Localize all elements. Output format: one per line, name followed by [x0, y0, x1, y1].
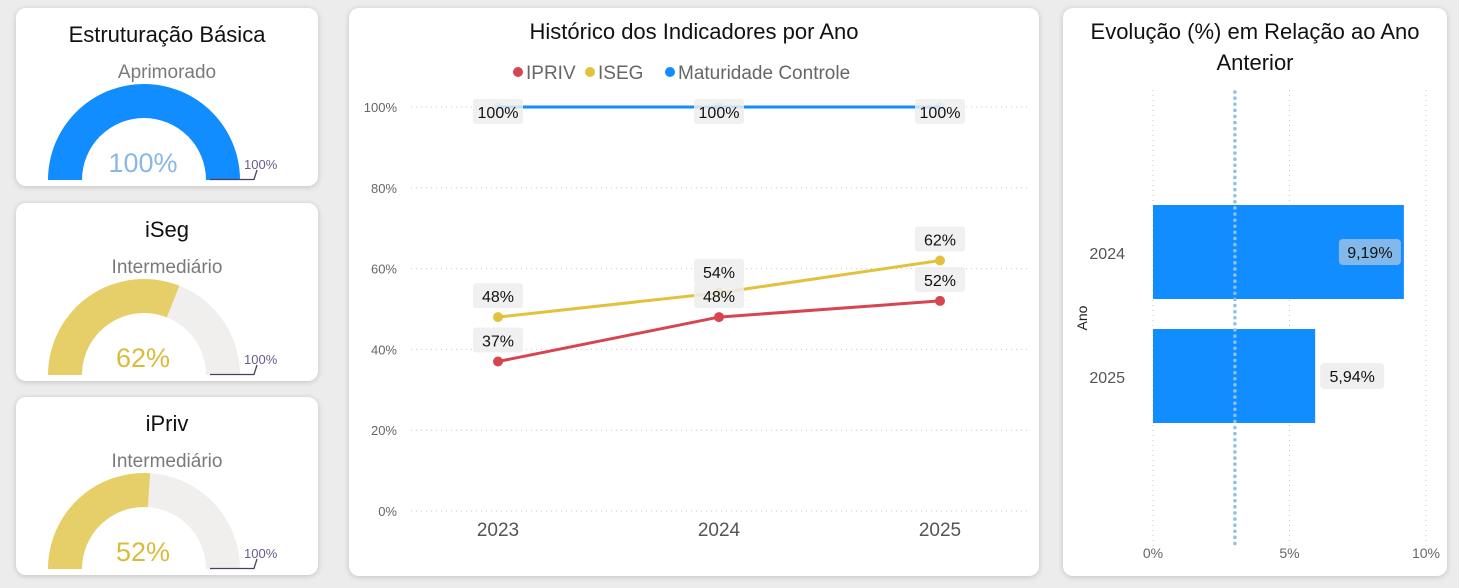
legend-label: ISEG — [598, 63, 643, 84]
gauge-max-label: 100% — [244, 546, 278, 561]
gauge-card-estruturacao: Estruturação Básica Aprimorado 100% 100% — [16, 8, 318, 186]
bar-chart: 0% 5% 10% Ano 2024 2025 9,19% 5,94% — [1074, 90, 1440, 561]
y-axis-title: Ano — [1074, 305, 1090, 330]
gauge-arc — [48, 278, 258, 376]
y-tick-label: 2024 — [1089, 246, 1125, 263]
gauge-fill — [48, 279, 180, 375]
y-tick-label: 20% — [371, 423, 397, 438]
gauge-subtitle: Intermediário — [111, 451, 223, 472]
bar-chart-title-line-1: Evolução (%) em Relação ao Ano — [1090, 19, 1420, 44]
data-point — [935, 255, 945, 266]
data-label-bg — [694, 283, 744, 309]
data-label-bg — [694, 99, 744, 124]
gauge-arc — [48, 83, 258, 181]
line-chart-title: Histórico dos Indicadores por Ano — [529, 19, 859, 44]
data-label-bg — [1338, 239, 1401, 265]
gauge-fill — [48, 473, 151, 569]
gauge-value: 62% — [115, 343, 171, 373]
data-label-bg — [915, 99, 965, 124]
legend-marker — [665, 67, 675, 77]
data-label: 48% — [482, 289, 514, 306]
data-label: 62% — [924, 233, 956, 250]
gauge-subtitle: Intermediário — [111, 257, 223, 278]
bar-chart-title-line-2: Anterior — [1216, 50, 1294, 75]
data-label-bg — [473, 99, 523, 124]
data-label: 100% — [920, 105, 961, 122]
x-tick-label: 10% — [1412, 545, 1440, 561]
data-label: 5,94% — [1329, 369, 1374, 386]
gauge-max-tick — [210, 558, 258, 570]
x-tick-label: 5% — [1279, 545, 1299, 561]
gauge-value: 100% — [108, 148, 178, 178]
x-tick-label: 2025 — [919, 520, 961, 541]
gauge-subtitle: Aprimorado — [117, 62, 217, 83]
gauge-max-tick — [210, 169, 258, 181]
gauge-max-label: 100% — [244, 157, 278, 172]
bar — [1153, 329, 1316, 423]
gauge-title: Estruturação Básica — [68, 22, 266, 47]
data-label: 54% — [703, 265, 735, 282]
y-tick-label: 40% — [371, 342, 397, 357]
data-label: 100% — [478, 105, 519, 122]
data-label: 48% — [703, 289, 735, 306]
data-label: 52% — [924, 273, 956, 290]
gauge-max-label: 100% — [244, 352, 278, 367]
data-label-bg — [694, 258, 744, 284]
gauge-card-ipriv: iPriv Intermediário 52% 100% — [16, 397, 318, 575]
gauge-title: iPriv — [145, 411, 189, 436]
data-label-bg — [1320, 363, 1385, 389]
gauge-card-iseg: iSeg Intermediário 62% 100% — [16, 203, 318, 381]
data-point — [935, 295, 945, 306]
gauge-fill — [48, 83, 240, 180]
gauge-value: 52% — [115, 537, 171, 567]
chart-legend: IPRIV ISEG Maturidade Controle — [513, 63, 850, 84]
legend-label: Maturidade Controle — [678, 63, 850, 84]
x-tick-label: 0% — [1143, 545, 1163, 561]
legend-marker — [513, 67, 523, 77]
bar-chart-card: Evolução (%) em Relação ao Ano Anterior … — [1063, 8, 1447, 576]
legend-label: IPRIV — [526, 63, 576, 84]
data-label-bg — [915, 266, 965, 292]
data-label-bg — [915, 226, 965, 252]
y-tick-label: 0% — [378, 504, 397, 519]
data-label: 100% — [699, 105, 740, 122]
data-label: 37% — [482, 334, 514, 351]
x-tick-label: 2023 — [477, 520, 519, 541]
data-point — [493, 312, 503, 323]
data-point — [714, 312, 724, 323]
data-label-bg — [473, 283, 523, 309]
y-tick-label: 100% — [364, 100, 398, 115]
y-tick-label: 2025 — [1089, 370, 1125, 387]
series-ipriv — [493, 295, 945, 367]
line-chart: IPRIV ISEG Maturidade Controle 0% 20% 40% 60% 8… — [364, 63, 1029, 541]
legend-marker — [585, 67, 595, 77]
data-label-bg — [473, 327, 523, 353]
y-tick-label: 60% — [371, 262, 397, 277]
data-point — [493, 356, 503, 367]
gauge-max-tick — [210, 364, 258, 376]
y-tick-label: 80% — [371, 181, 397, 196]
gauge-arc — [48, 472, 258, 570]
x-tick-label: 2024 — [698, 520, 741, 541]
line-chart-card: Histórico dos Indicadores por Ano IPRIV I… — [349, 8, 1039, 576]
gauge-title: iSeg — [144, 217, 190, 242]
data-label: 9,19% — [1347, 245, 1392, 262]
